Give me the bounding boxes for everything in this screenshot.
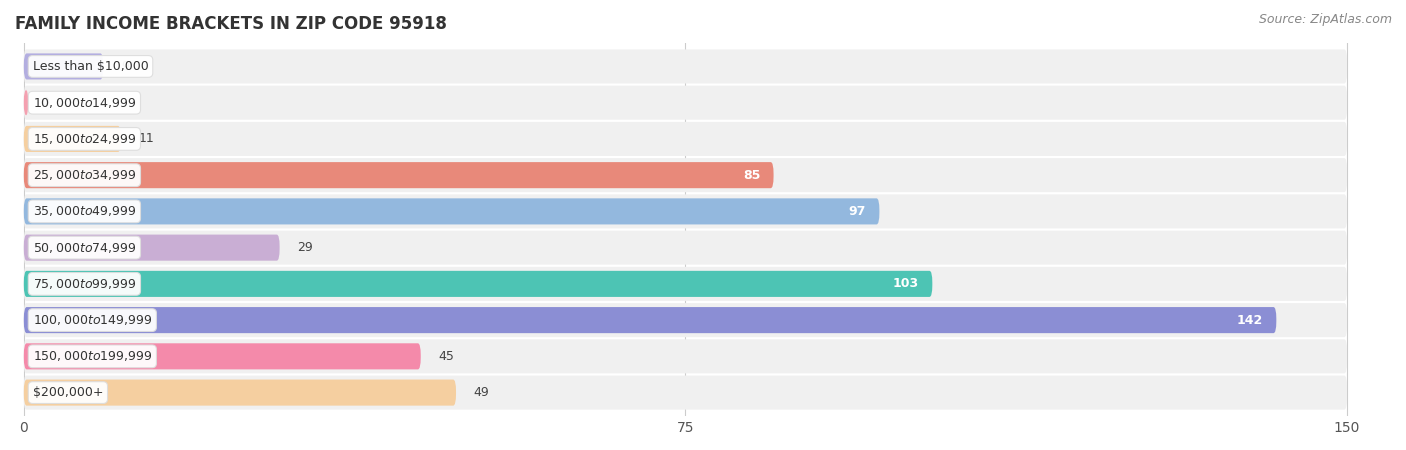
- Text: 29: 29: [297, 241, 314, 254]
- Text: $50,000 to $74,999: $50,000 to $74,999: [32, 241, 136, 255]
- FancyBboxPatch shape: [24, 126, 121, 152]
- Text: 85: 85: [742, 169, 761, 182]
- Text: 49: 49: [474, 386, 489, 399]
- FancyBboxPatch shape: [24, 267, 1347, 301]
- Text: 45: 45: [439, 350, 454, 363]
- Text: $15,000 to $24,999: $15,000 to $24,999: [32, 132, 136, 146]
- Text: FAMILY INCOME BRACKETS IN ZIP CODE 95918: FAMILY INCOME BRACKETS IN ZIP CODE 95918: [15, 15, 447, 33]
- FancyBboxPatch shape: [24, 90, 28, 116]
- Text: $35,000 to $49,999: $35,000 to $49,999: [32, 204, 136, 218]
- Text: 97: 97: [849, 205, 866, 218]
- FancyBboxPatch shape: [24, 86, 1347, 120]
- Text: 0: 0: [41, 96, 49, 109]
- Text: 11: 11: [138, 132, 155, 145]
- FancyBboxPatch shape: [24, 379, 456, 405]
- Text: $150,000 to $199,999: $150,000 to $199,999: [32, 349, 152, 363]
- Text: 9: 9: [121, 60, 129, 73]
- FancyBboxPatch shape: [24, 343, 420, 369]
- FancyBboxPatch shape: [24, 194, 1347, 229]
- FancyBboxPatch shape: [24, 234, 280, 261]
- Text: $10,000 to $14,999: $10,000 to $14,999: [32, 96, 136, 110]
- Text: Less than $10,000: Less than $10,000: [32, 60, 149, 73]
- Text: 142: 142: [1237, 314, 1263, 327]
- Text: Source: ZipAtlas.com: Source: ZipAtlas.com: [1258, 14, 1392, 27]
- FancyBboxPatch shape: [24, 271, 932, 297]
- FancyBboxPatch shape: [24, 230, 1347, 265]
- Text: $75,000 to $99,999: $75,000 to $99,999: [32, 277, 136, 291]
- FancyBboxPatch shape: [24, 198, 879, 225]
- FancyBboxPatch shape: [24, 158, 1347, 192]
- FancyBboxPatch shape: [24, 54, 103, 80]
- FancyBboxPatch shape: [24, 162, 773, 188]
- FancyBboxPatch shape: [24, 122, 1347, 156]
- Text: $200,000+: $200,000+: [32, 386, 103, 399]
- Text: 103: 103: [893, 277, 920, 290]
- FancyBboxPatch shape: [24, 376, 1347, 410]
- FancyBboxPatch shape: [24, 307, 1277, 333]
- FancyBboxPatch shape: [24, 50, 1347, 84]
- FancyBboxPatch shape: [24, 303, 1347, 337]
- Text: $25,000 to $34,999: $25,000 to $34,999: [32, 168, 136, 182]
- FancyBboxPatch shape: [24, 339, 1347, 374]
- Text: $100,000 to $149,999: $100,000 to $149,999: [32, 313, 152, 327]
